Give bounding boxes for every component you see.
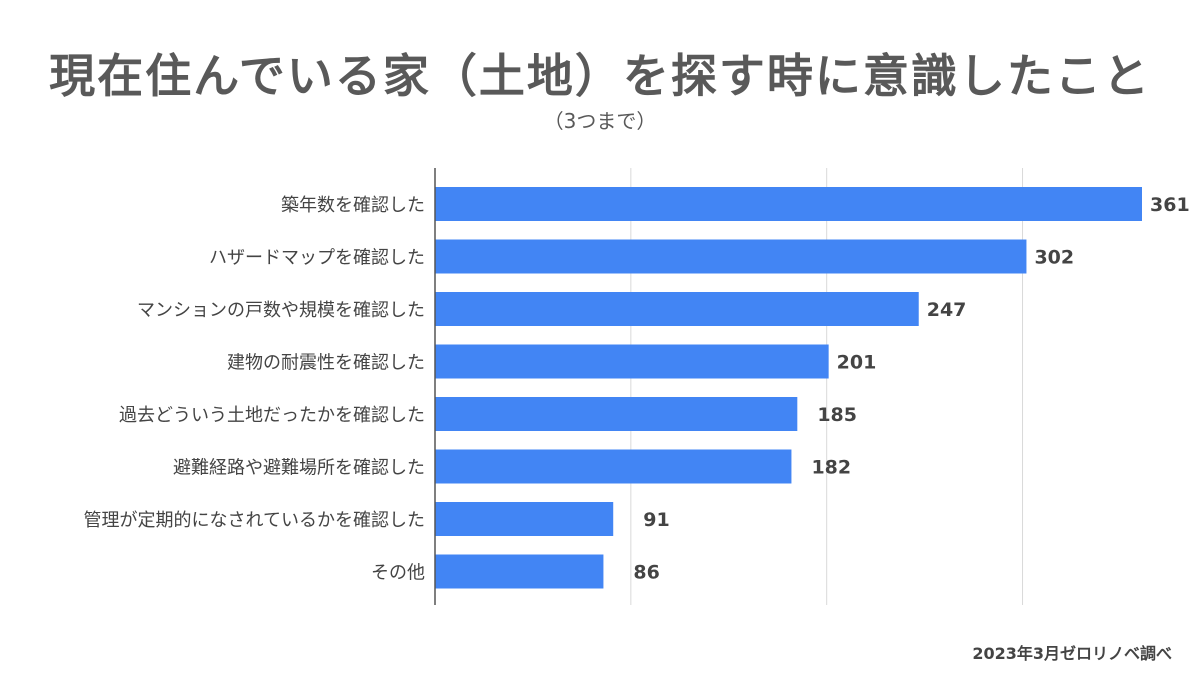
- bar: [435, 292, 919, 326]
- bar: [435, 344, 829, 379]
- chart-subtitle: （3つまで）: [543, 109, 657, 133]
- source-note: 2023年3月ゼロリノベ調べ: [972, 644, 1172, 663]
- category-label: 避難経路や避難場所を確認した: [173, 458, 425, 479]
- category-label: 建物の耐震性を確認した: [227, 353, 425, 374]
- data-label: 185: [817, 404, 857, 426]
- data-label: 86: [633, 562, 659, 584]
- bar: [435, 397, 798, 431]
- category-label: ハザードマップを確認した: [209, 248, 425, 269]
- bar: [435, 449, 792, 484]
- bar: [435, 554, 604, 589]
- category-label: 過去どういう土地だったかを確認した: [119, 405, 425, 426]
- bar: [435, 187, 1142, 221]
- data-label: 91: [643, 509, 669, 531]
- data-label: 302: [1034, 247, 1074, 269]
- bar: [435, 502, 614, 536]
- bar: [435, 239, 1027, 274]
- data-label: 201: [837, 352, 877, 374]
- data-label: 361: [1150, 194, 1190, 216]
- category-label: その他: [371, 563, 425, 584]
- chart-title: 現在住んでいる家（土地）を探す時に意識したこと: [49, 49, 1151, 103]
- category-label: 築年数を確認した: [281, 195, 425, 216]
- data-label: 247: [927, 299, 967, 321]
- category-label: 管理が定期的になされているかを確認した: [84, 510, 425, 531]
- data-label: 182: [811, 457, 851, 479]
- category-label: マンションの戸数や規模を確認した: [137, 300, 425, 321]
